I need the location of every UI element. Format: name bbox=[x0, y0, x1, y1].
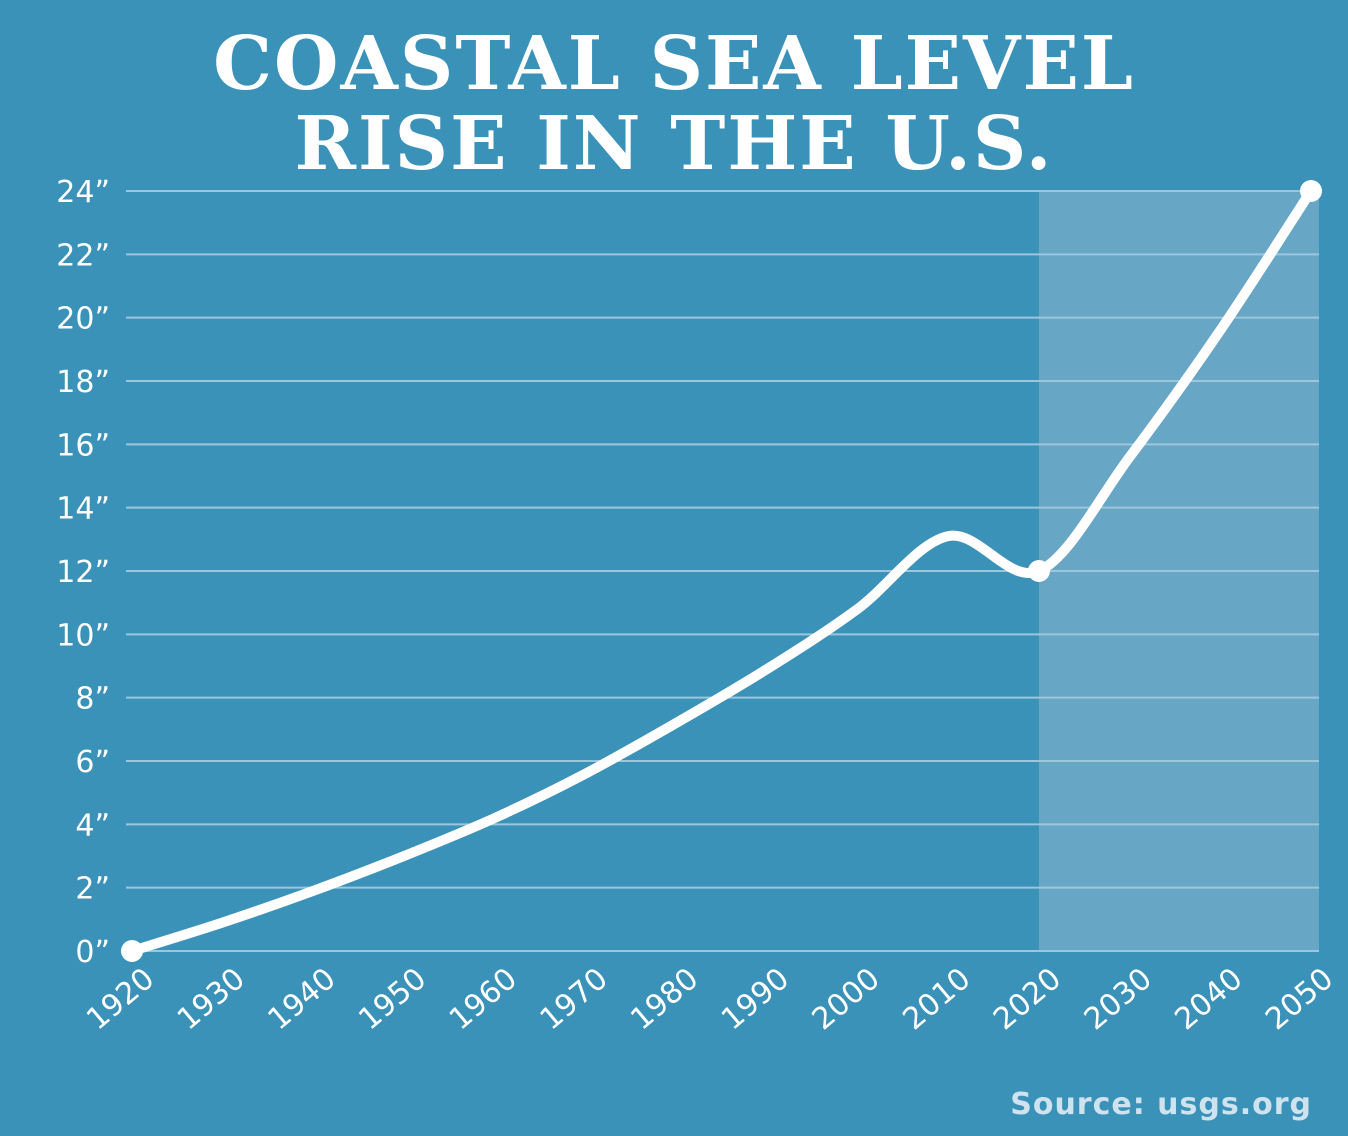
chart-title: COASTAL SEA LEVEL RISE IN THE U.S. bbox=[0, 24, 1348, 184]
x-tick-label: 2020 bbox=[987, 961, 1068, 1037]
data-point-marker bbox=[1027, 560, 1050, 582]
x-tick-label: 2010 bbox=[896, 961, 977, 1037]
y-tick-label: 20” bbox=[56, 302, 110, 337]
x-tick-labels: 1920 1930 1940 1950 1960 1970 1980 1990 2000 2010… bbox=[80, 961, 1340, 1037]
x-tick-label: 2000 bbox=[806, 961, 887, 1037]
y-tick-label: 10” bbox=[56, 618, 110, 653]
y-tick-label: 6” bbox=[75, 745, 110, 780]
y-tick-label: 16” bbox=[56, 428, 110, 463]
source-note: Source: usgs.org bbox=[1010, 1087, 1312, 1122]
y-tick-labels: 0” 2” 4” 6” 8” 10” 12” 14” 16” 18” 20” 22” 24” bbox=[56, 175, 110, 970]
y-tick-label: 12” bbox=[56, 555, 110, 590]
x-tick-label: 2030 bbox=[1078, 961, 1159, 1037]
x-tick-label: 1970 bbox=[534, 961, 615, 1037]
x-tick-label: 1950 bbox=[352, 961, 433, 1037]
y-tick-label: 24” bbox=[56, 175, 110, 210]
y-tick-label: 18” bbox=[56, 365, 110, 400]
title-line-1: COASTAL SEA LEVEL bbox=[213, 21, 1135, 107]
x-tick-label: 1980 bbox=[624, 961, 705, 1037]
data-point-markers bbox=[121, 180, 1322, 962]
y-tick-label: 14” bbox=[56, 492, 110, 527]
y-tick-label: 2” bbox=[75, 872, 110, 907]
x-tick-label: 2040 bbox=[1168, 961, 1249, 1037]
y-tick-label: 22” bbox=[56, 238, 110, 273]
title-line-2: RISE IN THE U.S. bbox=[294, 101, 1054, 187]
y-tick-label: 8” bbox=[75, 682, 110, 717]
x-tick-label: 1960 bbox=[443, 961, 524, 1037]
y-tick-label: 0” bbox=[75, 935, 110, 970]
data-point-marker bbox=[1300, 180, 1322, 202]
x-tick-label: 1930 bbox=[171, 961, 252, 1037]
x-tick-label: 1990 bbox=[715, 961, 796, 1037]
data-point-marker bbox=[121, 940, 143, 962]
y-tick-label: 4” bbox=[75, 808, 110, 843]
x-tick-label: 1920 bbox=[80, 961, 161, 1037]
x-tick-label: 1940 bbox=[262, 961, 343, 1037]
series-line bbox=[127, 186, 1316, 956]
x-tick-label: 2050 bbox=[1259, 961, 1340, 1037]
